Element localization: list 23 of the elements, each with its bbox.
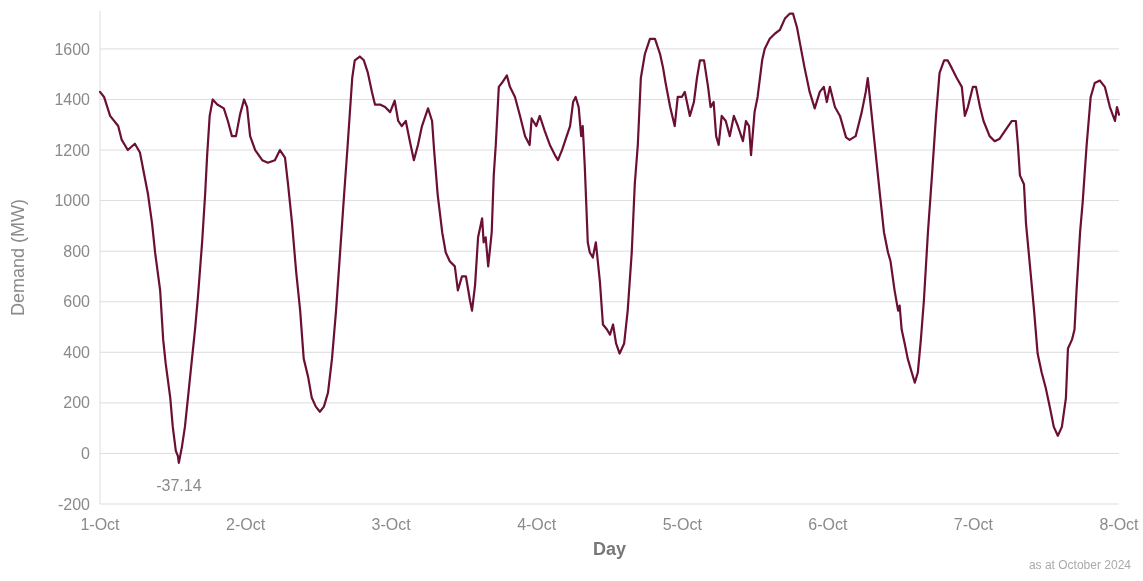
y-tick-label: 1000 <box>54 192 91 210</box>
x-tick-label: 1-Oct <box>80 516 121 533</box>
y-axis-title: Demand (MW) <box>8 198 28 317</box>
x-tick-label: 5-Oct <box>662 516 703 533</box>
x-tick-label: 7-Oct <box>953 516 994 533</box>
y-tick-label: 0 <box>81 445 91 463</box>
y-tick-label: 800 <box>63 242 91 260</box>
y-tick-label: 200 <box>63 394 91 412</box>
annotation: -37.14 <box>156 476 202 494</box>
y-tick-label: 1400 <box>54 91 91 109</box>
y-tick-label: 600 <box>63 293 91 311</box>
line-series <box>98 12 1121 464</box>
x-tick-label: 8-Oct <box>1099 516 1140 533</box>
y-tick-label: 400 <box>63 343 91 361</box>
x-tick-label: 4-Oct <box>517 516 557 533</box>
y-tick-label: 1600 <box>54 40 91 58</box>
y-tick-label: -200 <box>57 495 91 513</box>
x-tick-label: 2-Oct <box>226 516 266 533</box>
text: as at October 2024 <box>1028 558 1132 572</box>
x-tick-label: 6-Oct <box>808 516 848 533</box>
x-tick-label: 3-Oct <box>371 516 412 533</box>
y-tick-label: 1200 <box>54 141 91 159</box>
x-axis-title: Day <box>592 539 627 559</box>
